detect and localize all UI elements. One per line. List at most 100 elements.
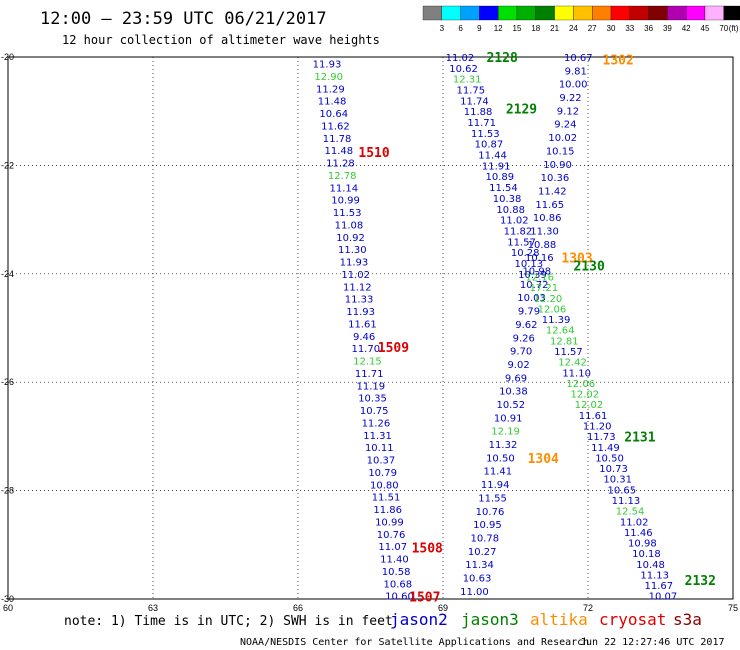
colorbar-legend: 3 6 9 12 15 18 21 24 27 30 33 36 39 42 45 70 (ft) [422,5,740,33]
swh-value: 11.28 [326,159,355,170]
swh-value: 10.99 [331,196,360,207]
swh-value: 9.62 [515,320,537,331]
swh-value: 10.62 [449,64,478,75]
swh-value: 10.89 [485,172,514,183]
swh-value: 9.02 [507,360,529,371]
colorbar-tick: 9 [477,24,482,33]
swh-value: 11.71 [355,369,384,380]
swh-value: 10.73 [599,464,628,475]
y-tick-label: -30 [1,594,14,604]
colorbar-tick: 30 [607,24,616,33]
mission-cryosat: cryosat [599,610,666,629]
colorbar-swatch [704,5,724,21]
swh-value: 11.93 [346,307,375,318]
x-tick-label: 60 [3,603,13,613]
colorbar-tick: 6 [458,24,463,33]
x-tick-label: 66 [293,603,303,613]
swh-value: 10.38 [493,194,522,205]
swh-value: 10.58 [382,567,411,578]
y-tick-label: -24 [1,269,14,279]
swh-value: 10.16 [525,253,554,264]
swh-value: 11.57 [507,237,536,248]
pass-label: 1304 [528,452,559,467]
swh-value: 11.31 [363,431,392,442]
colorbar-tick: 42 [682,24,691,33]
swh-value: 10.63 [463,574,492,585]
swh-value: 10.36 [541,173,570,184]
footer-credit: NOAA/NESDIS Center for Satellite Applica… [240,637,589,648]
swh-value: 10.00 [559,80,588,91]
swh-value: 11.02 [341,270,370,281]
swh-value: 10.13 [514,259,543,270]
colorbar-swatch [648,5,668,21]
swh-value: 11.00 [460,587,489,598]
colorbar-swatch [479,5,499,21]
colorbar-swatch [422,5,442,21]
swh-value: 11.19 [357,381,386,392]
colorbar-swatch [573,5,593,21]
colorbar-swatch [686,5,706,21]
colorbar-swatch [629,5,649,21]
y-tick-label: -20 [1,52,14,62]
colorbar-tick: 39 [663,24,672,33]
swh-value: 11.07 [378,542,407,553]
swh-value: 10.50 [486,453,515,464]
swh-value: 10.39 [518,270,547,281]
mission-jason2: jason2 [390,610,448,629]
plot-frame [7,56,734,600]
swh-value: 10.76 [476,507,505,518]
swh-value: 11.61 [348,319,377,330]
swh-value: 11.71 [467,118,496,129]
colorbar-swatch [460,5,480,21]
swh-value: 9.46 [353,332,375,343]
colorbar-swatch [610,5,630,21]
colorbar-swatch [535,5,555,21]
swh-value: 10.65 [608,485,637,496]
swh-value: 9.12 [557,106,579,117]
swh-value: 11.53 [471,129,500,140]
swh-value: 12.19 [491,427,520,438]
swh-value: 10.37 [367,456,396,467]
swh-value: 10.27 [468,547,497,558]
pass-label: 1507 [409,590,440,605]
swh-value: 11.74 [460,96,489,107]
swh-value: 10.31 [603,475,632,486]
swh-value: 10.60 [385,592,414,603]
colorbar-tick: 36 [644,24,653,33]
colorbar-tick: 27 [588,24,597,33]
y-tick-label: -22 [1,160,14,170]
swh-value: 11.94 [481,480,510,491]
colorbar-tick: 45 [701,24,710,33]
colorbar-swatch [498,5,518,21]
swh-value: 10.38 [499,387,528,398]
swh-value: 11.86 [373,505,402,516]
pass-label: 1509 [378,341,409,356]
swh-value: 11.08 [335,220,364,231]
swh-value: 11.82 [504,226,533,237]
swh-value: 11.41 [483,467,512,478]
swh-value: 11.49 [591,443,620,454]
swh-value: 11.46 [624,528,653,539]
colorbar-swatch [667,5,687,21]
plot-area: 60 63 66 69 72 75 -20-22-24-26-28-30 11.9312.… [1,51,738,613]
swh-value: 11.65 [535,200,564,211]
swh-value: 11.88 [464,107,493,118]
colorbar-swatch [441,5,461,21]
pass-label: 2131 [624,430,655,445]
swh-value: 12.64 [546,326,575,337]
swh-value: 10.90 [543,160,572,171]
swh-value: 12.20 [534,294,563,305]
swh-value: 10.86 [533,213,562,224]
footer-timestamp: Jun 22 12:27:46 UTC 2017 [580,637,725,648]
swh-value: 12.78 [328,171,357,182]
swh-value: 10.68 [383,579,412,590]
colorbar-unit: (ft) [729,24,739,33]
swh-value: 11.73 [587,432,616,443]
swh-value: 9.24 [554,120,576,131]
mission-jason3: jason3 [461,610,519,629]
swh-value: 10.87 [475,140,504,151]
chart-title: 12:00 — 23:59 UTC 06/21/2017 [40,9,327,29]
swh-value: 10.80 [370,480,399,491]
swh-value: 10.18 [632,549,661,560]
